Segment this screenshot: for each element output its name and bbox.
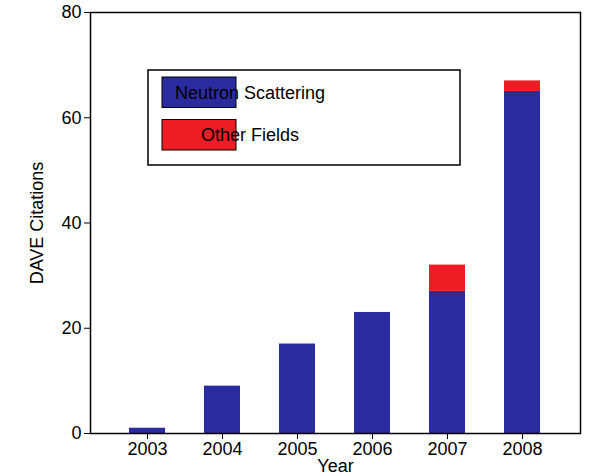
svg-text:Neutron Scattering: Neutron Scattering (175, 83, 325, 103)
svg-text:40: 40 (61, 213, 81, 233)
svg-text:2004: 2004 (202, 439, 242, 459)
svg-text:60: 60 (61, 108, 81, 128)
svg-text:Other Fields: Other Fields (201, 125, 299, 145)
svg-text:20: 20 (61, 318, 81, 338)
svg-text:2003: 2003 (127, 439, 167, 459)
svg-text:Year: Year (317, 456, 353, 473)
svg-text:2008: 2008 (502, 439, 542, 459)
svg-text:80: 80 (61, 2, 81, 22)
svg-text:DAVE Citations: DAVE Citations (27, 162, 47, 285)
svg-text:0: 0 (71, 423, 81, 443)
svg-text:2006: 2006 (352, 439, 392, 459)
svg-text:2007: 2007 (427, 439, 467, 459)
svg-text:2005: 2005 (277, 439, 317, 459)
